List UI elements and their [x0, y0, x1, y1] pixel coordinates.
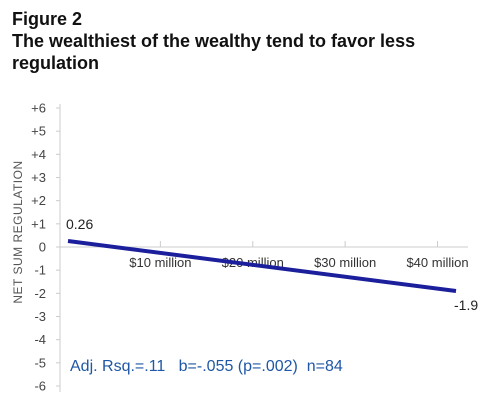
- y-tick-label: -4: [34, 332, 46, 347]
- regression-stats-annotation: Adj. Rsq.=.11 b=-.055 (p=.002) n=84: [70, 358, 343, 375]
- y-tick-label: 0: [39, 240, 46, 255]
- regression-line: [68, 241, 456, 291]
- y-tick-label: +3: [31, 170, 46, 185]
- x-tick-label: $40 million: [406, 255, 468, 270]
- y-tick-label: -3: [34, 309, 46, 324]
- y-tick-label: -2: [34, 286, 46, 301]
- y-tick-label: +5: [31, 124, 46, 139]
- y-tick-label: -6: [34, 379, 46, 394]
- y-tick-label: +2: [31, 193, 46, 208]
- y-tick-labels: +6 +5 +4 +3 +2 +1 0 -1 -2 -3 -4 -5 -6: [31, 101, 46, 394]
- y-axis-label: NET SUM REGULATION: [11, 160, 25, 303]
- start-value-label: 0.26: [66, 216, 93, 232]
- y-tick-label: +4: [31, 147, 46, 162]
- y-tick-label: -1: [34, 263, 46, 278]
- y-tick-label: +1: [31, 216, 46, 231]
- y-tick-label: -5: [34, 355, 46, 370]
- y-tick-label: +6: [31, 101, 46, 116]
- end-value-label: -1.9: [454, 297, 478, 313]
- x-tick-label: $30 million: [314, 255, 376, 270]
